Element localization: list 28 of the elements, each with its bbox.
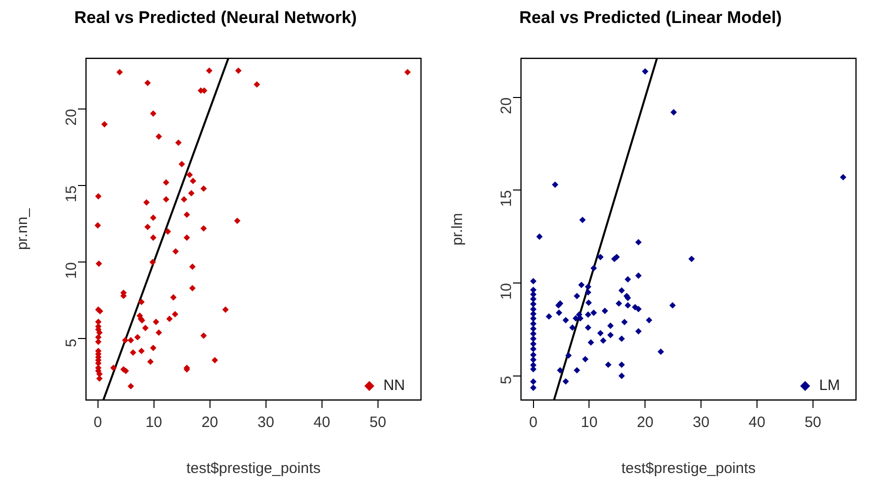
chart-title: Real vs Predicted (Linear Model) [519, 8, 782, 27]
chart-title: Real vs Predicted (Neural Network) [74, 8, 357, 27]
y-tick-label: 15 [498, 190, 516, 207]
legend-label: NN [383, 377, 406, 394]
x-tick-label: 40 [748, 414, 766, 432]
y-tick-label: 15 [63, 186, 80, 202]
legend-label: LM [819, 377, 840, 394]
x-tick-label: 20 [201, 414, 218, 432]
y-axis-title: pr.lm [449, 212, 466, 246]
x-axis-title: test$prestige_points [186, 460, 321, 478]
x-tick-label: 50 [804, 414, 822, 432]
y-tick-label: 10 [498, 283, 516, 300]
x-tick-label: 50 [370, 414, 386, 432]
x-tick-label: 10 [145, 414, 162, 432]
x-tick-label: 0 [529, 414, 538, 432]
x-tick-label: 40 [314, 414, 330, 432]
x-tick-label: 0 [94, 414, 102, 432]
y-tick-label: 20 [63, 108, 80, 126]
x-tick-label: 30 [692, 414, 710, 432]
x-tick-label: 20 [636, 414, 654, 432]
y-tick-label: 20 [498, 97, 516, 114]
y-axis-title: pr.nn_ [14, 208, 32, 250]
x-tick-label: 30 [257, 414, 274, 432]
x-axis-title: test$prestige_points [621, 460, 756, 478]
y-tick-label: 5 [63, 338, 80, 348]
y-tick-label: 10 [63, 262, 80, 279]
x-tick-label: 10 [580, 414, 598, 432]
y-tick-label: 5 [498, 376, 516, 384]
